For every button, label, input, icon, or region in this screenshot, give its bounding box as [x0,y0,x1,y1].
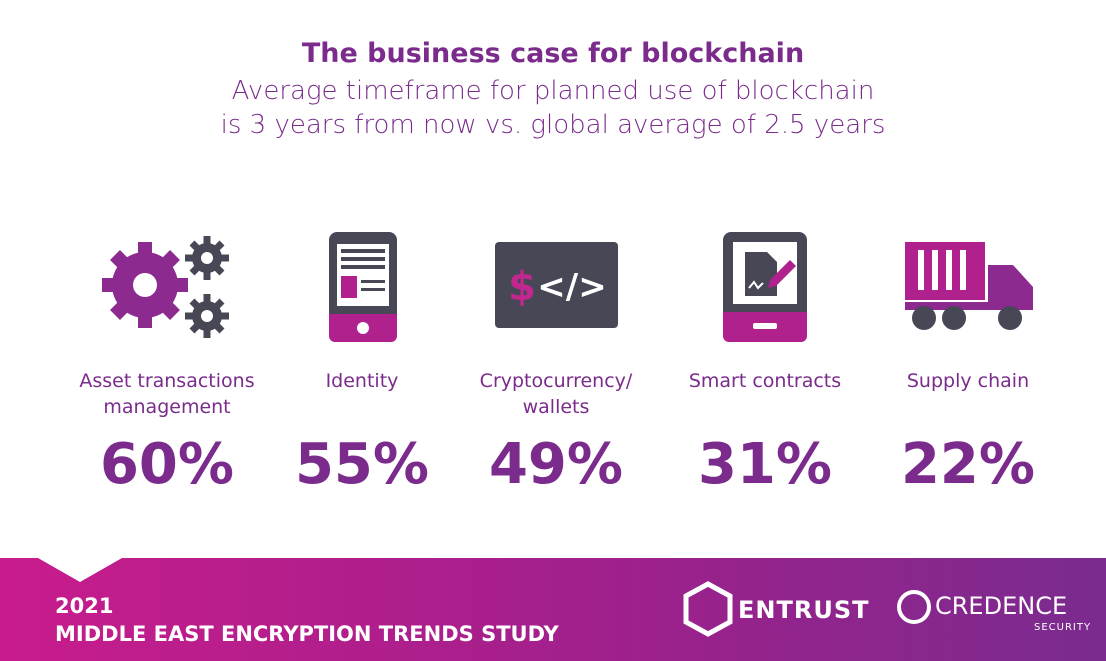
item-value: 49% [488,432,624,497]
item-label: management [103,396,231,418]
code-icon: $ </> [495,242,618,328]
item-label: Identity [325,370,399,392]
footer: 2021 MIDDLE EAST ENCRYPTION TRENDS STUDY… [0,558,1106,661]
item-label: Smart contracts [688,370,842,392]
item-label: Supply chain [906,370,1030,392]
gears-icon [102,236,229,338]
item-value: 31% [697,432,833,497]
svg-text:$: $ [508,264,536,310]
icons: $ </> [102,232,1033,342]
truck-icon [905,242,1033,330]
entrust-logo: ENTRUST [738,596,870,624]
footer-year: 2021 [55,594,114,618]
tablet-icon [723,232,807,342]
credence-logo: CREDENCE [935,592,1068,620]
item-label: wallets [522,396,590,418]
phone-icon [329,232,397,342]
footer-study: MIDDLE EAST ENCRYPTION TRENDS STUDY [55,622,559,646]
item-value: 22% [900,432,1036,497]
footer-art [38,558,931,637]
item-value: 60% [99,432,235,497]
item-label: Cryptocurrency/ [479,370,633,392]
item-label: Asset transactions [79,370,255,392]
title: The business case for blockchain [301,38,805,69]
subtitle-line: is 3 years from now vs. global average o… [220,110,886,140]
credence-sub: SECURITY [1034,622,1092,633]
svg-text:</>: </> [537,267,606,307]
item-value: 55% [294,432,430,497]
subtitle-line: Average timeframe for planned use of blo… [231,76,875,106]
